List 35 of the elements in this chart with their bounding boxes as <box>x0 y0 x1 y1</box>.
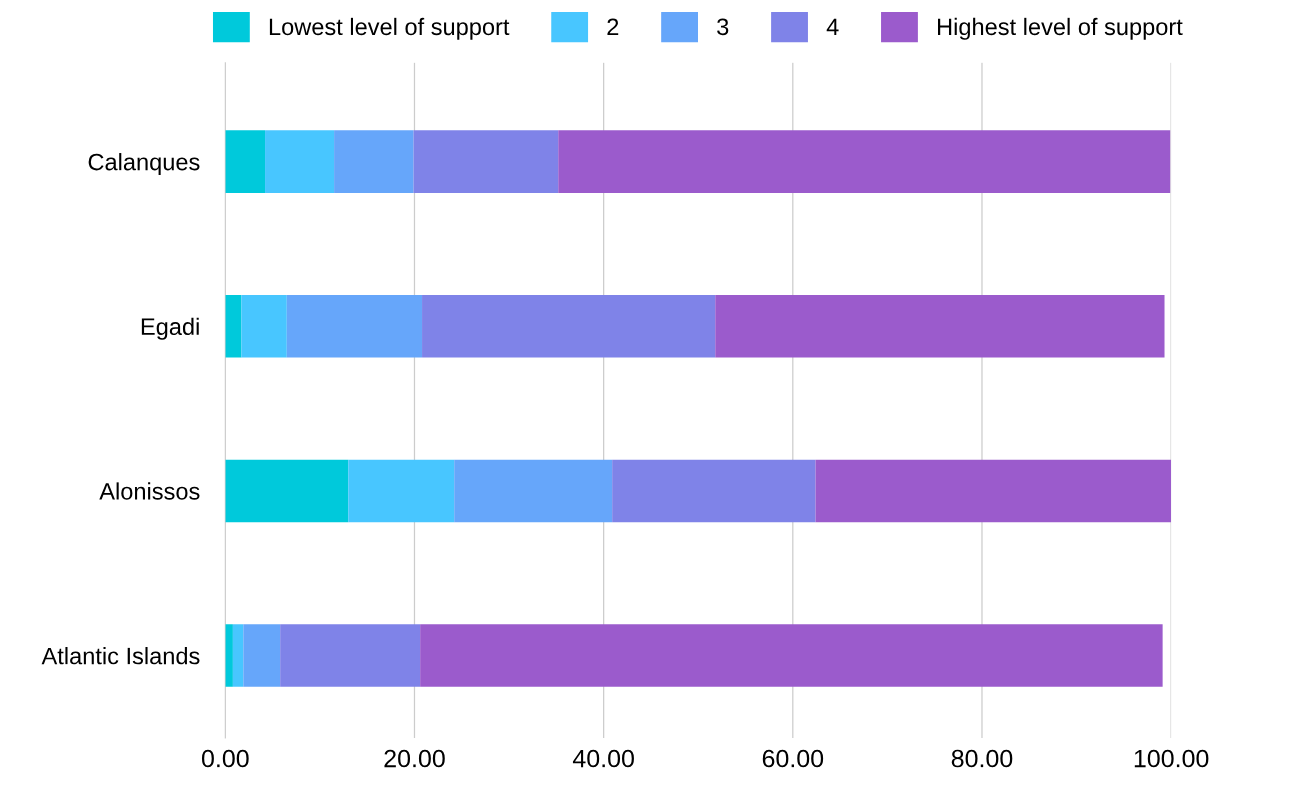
x-tick-label: 80.00 <box>951 749 1013 768</box>
bar <box>265 130 335 193</box>
y-tick-label: Atlantic Islands <box>41 647 200 665</box>
bar <box>422 294 716 358</box>
legend-label: 3 <box>717 18 729 36</box>
x-tick-label: 100.00 <box>1134 749 1209 768</box>
bar <box>612 459 816 523</box>
legend-label: 2 <box>607 18 619 35</box>
legend-label: Highest level of support <box>938 17 1183 40</box>
bar <box>334 130 414 193</box>
x-tick-label: 40.00 <box>572 749 634 768</box>
bar <box>243 624 281 687</box>
y-tick-label: Calanques <box>88 153 200 176</box>
bar <box>225 130 266 193</box>
bar <box>280 624 421 687</box>
bar <box>413 130 559 193</box>
legend-label: Lowest level of support <box>269 17 510 40</box>
legend-label: 4 <box>826 18 839 35</box>
bar <box>558 130 1171 193</box>
bar <box>225 459 349 523</box>
bar <box>225 294 242 358</box>
bar <box>420 624 1163 687</box>
bar <box>715 294 1165 358</box>
bar <box>225 624 233 687</box>
x-tick-label: 60.00 <box>762 749 824 768</box>
x-tick-label: 0.00 <box>201 749 249 768</box>
bar <box>232 624 244 687</box>
x-tick-label: 20.00 <box>384 749 445 768</box>
y-tick-label: Alonissos <box>99 482 200 500</box>
y-tick-label: Egadi <box>141 317 199 340</box>
bar <box>241 294 287 358</box>
bar <box>815 459 1172 523</box>
bar <box>286 294 423 358</box>
bar <box>454 459 613 523</box>
bar <box>348 459 455 523</box>
